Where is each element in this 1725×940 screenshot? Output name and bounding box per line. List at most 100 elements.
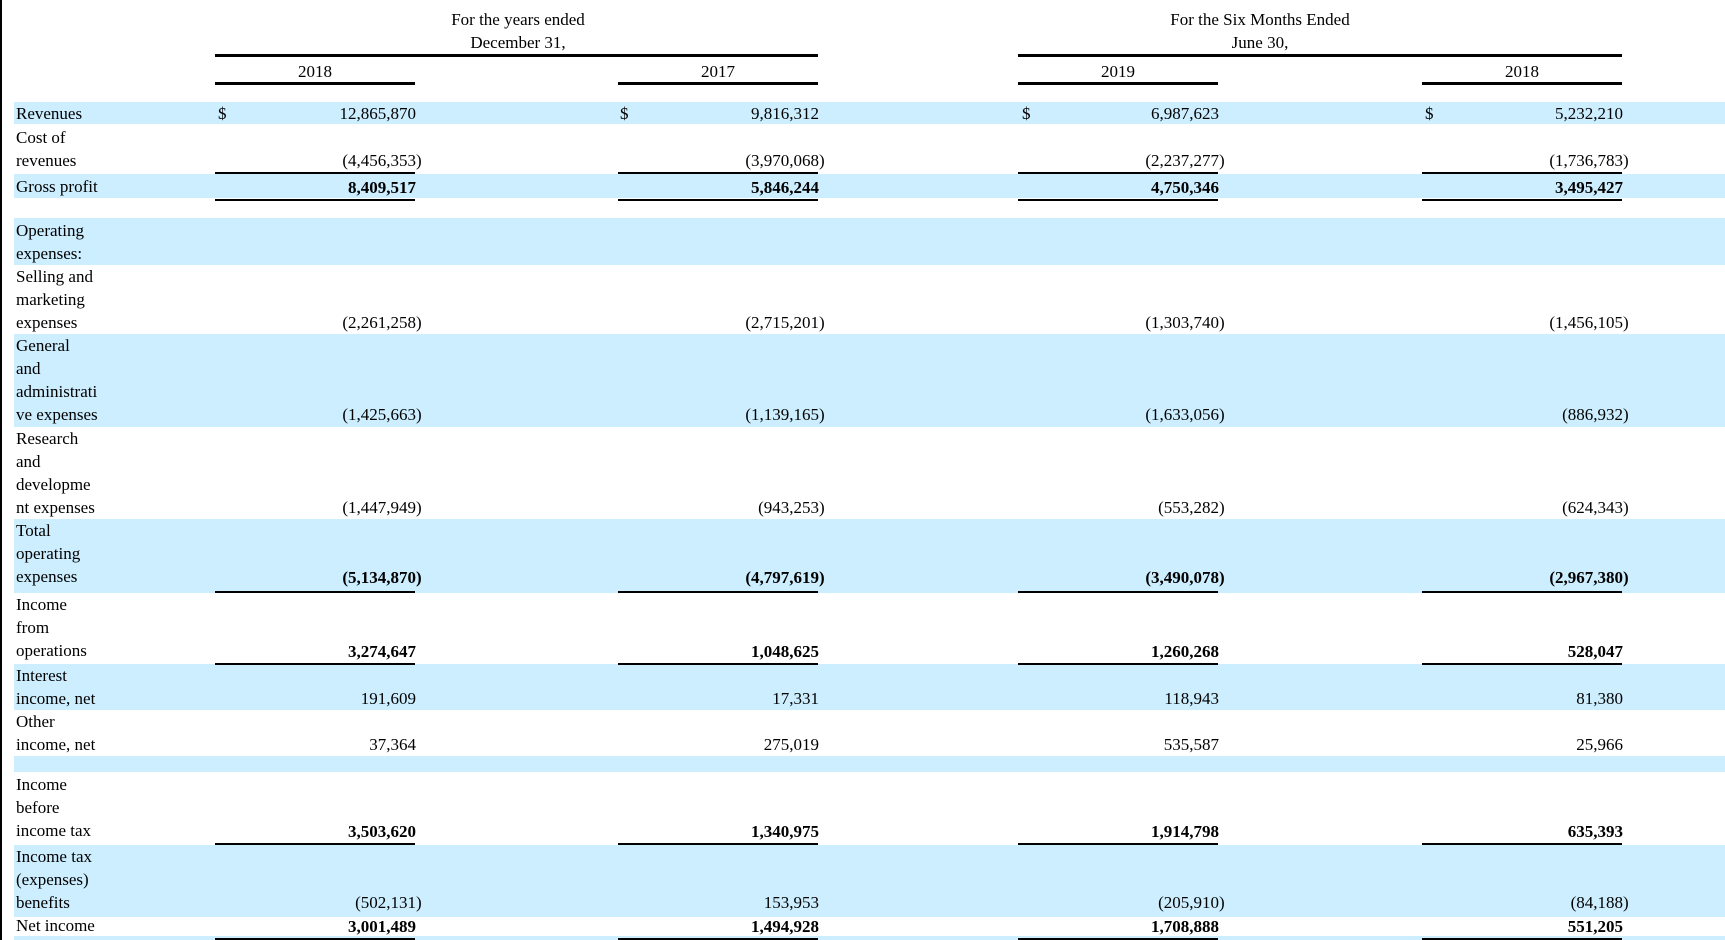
- rule-cost-col4: [1422, 172, 1622, 174]
- label-tax: Income tax (expenses) benefits: [16, 845, 136, 914]
- rule-cost-col1: [215, 172, 415, 174]
- year-col3: 2019: [1101, 62, 1135, 81]
- band-interest: [14, 664, 1725, 710]
- other-col3: 535,587: [1163, 735, 1219, 754]
- label-selling-line1: Selling and: [16, 267, 93, 286]
- tax-col3: (205,910): [1158, 893, 1225, 912]
- label-gross-profit: Gross profit: [16, 177, 98, 196]
- label-interest: Interest income, net: [16, 664, 136, 710]
- label-selling-line3: expenses: [16, 313, 78, 332]
- rule-total-col3: [1018, 591, 1218, 593]
- research-col1: (1,447,949): [342, 498, 422, 517]
- dollar-col3: $: [1022, 104, 1031, 123]
- rule-net-col2: [618, 938, 818, 940]
- label-other: Other income, net: [16, 710, 136, 756]
- total-col1: (5,134,870): [342, 568, 422, 587]
- label-general: General and administrati ve expenses: [16, 334, 136, 426]
- net-col3: 1,708,888: [1151, 917, 1219, 936]
- header-years-ended: For the years ended December 31,: [368, 8, 668, 54]
- cost-col4: (1,736,783): [1549, 151, 1629, 170]
- left-border-line: [0, 0, 2, 940]
- income-ops-col4: 528,047: [1567, 642, 1623, 661]
- band-tax: [14, 845, 1725, 917]
- year-col1: 2018: [298, 62, 332, 81]
- general-col2: (1,139,165): [745, 405, 825, 424]
- rule-gross-col4: [1422, 199, 1622, 201]
- before-tax-col4: 635,393: [1567, 822, 1623, 841]
- header-rule-group1: [215, 54, 818, 57]
- cost-col2: (3,970,068): [745, 151, 825, 170]
- net-col4: 551,205: [1567, 917, 1623, 936]
- tax-col2: 153,953: [763, 893, 819, 912]
- research-col4: (624,343): [1562, 498, 1629, 517]
- revenues-col1: 12,865,870: [339, 104, 417, 123]
- header-rule-group2: [1018, 54, 1622, 57]
- label-before-tax-line1: Income: [16, 775, 67, 794]
- other-col2: 275,019: [763, 735, 819, 754]
- rule-before-tax-col3: [1018, 843, 1218, 845]
- label-opex-line2: expenses:: [16, 244, 83, 263]
- label-tax-line2: (expenses): [16, 870, 89, 889]
- label-cost-line2: revenues: [16, 151, 77, 170]
- dollar-col1: $: [218, 104, 227, 123]
- before-tax-col1: 3,503,620: [348, 822, 416, 841]
- total-col2: (4,797,619): [745, 568, 825, 587]
- dollar-col4: $: [1425, 104, 1434, 123]
- label-income-ops-line3: operations: [16, 641, 87, 660]
- rule-total-col4: [1422, 591, 1622, 593]
- header-six-months: For the Six Months Ended June 30,: [1065, 8, 1455, 54]
- gross-col4: 3,495,427: [1555, 178, 1623, 197]
- interest-col1: 191,609: [360, 689, 416, 708]
- rule-total-col2: [618, 591, 818, 593]
- label-research-line4: nt expenses: [16, 498, 95, 517]
- band-gross-profit: [14, 174, 1725, 198]
- header-years-ended-line2: December 31,: [470, 33, 566, 52]
- band-spacer: [14, 756, 1725, 772]
- selling-col1: (2,261,258): [342, 313, 422, 332]
- label-cost-of-revenues: Cost of revenues: [16, 126, 136, 172]
- header-years-ended-line1: For the years ended: [451, 10, 585, 29]
- revenues-col3: 6,987,623: [1151, 104, 1219, 123]
- label-other-line1: Other: [16, 712, 55, 731]
- rule-total-col1: [215, 591, 415, 593]
- before-tax-col2: 1,340,975: [751, 822, 819, 841]
- label-research-line3: developme: [16, 475, 91, 494]
- revenues-col2: 9,816,312: [751, 104, 819, 123]
- cost-col3: (2,237,277): [1145, 151, 1225, 170]
- label-net-income: Net income: [16, 916, 95, 935]
- label-before-tax-line3: income tax: [16, 821, 92, 840]
- label-income-ops-line2: from: [16, 618, 50, 637]
- label-general-line4: ve expenses: [16, 405, 98, 424]
- label-general-line1: General: [16, 336, 70, 355]
- label-research-line1: Research: [16, 429, 79, 448]
- label-total-line3: expenses: [16, 567, 78, 586]
- rule-gross-col2: [618, 199, 818, 201]
- cost-col1: (4,456,353): [342, 151, 422, 170]
- selling-col4: (1,456,105): [1549, 313, 1629, 332]
- label-selling-line2: marketing: [16, 290, 85, 309]
- rule-gross-col1: [215, 199, 415, 201]
- interest-col3: 118,943: [1164, 689, 1219, 708]
- label-before-tax: Income before income tax: [16, 773, 136, 842]
- general-col4: (886,932): [1562, 405, 1629, 424]
- gross-col2: 5,846,244: [751, 178, 819, 197]
- label-tax-line3: benefits: [16, 893, 70, 912]
- label-total-line2: operating: [16, 544, 81, 563]
- year-rule-col2: [618, 82, 818, 85]
- rule-net-col4: [1422, 938, 1622, 940]
- band-total-opex: [14, 519, 1725, 593]
- label-selling: Selling and marketing expenses: [16, 265, 136, 334]
- interest-col4: 81,380: [1576, 689, 1623, 708]
- rule-income-ops-col3: [1018, 663, 1218, 665]
- research-col2: (943,253): [758, 498, 825, 517]
- year-rule-col1: [215, 82, 415, 85]
- label-research-line2: and: [16, 452, 41, 471]
- label-general-line2: and: [16, 359, 41, 378]
- rule-before-tax-col2: [618, 843, 818, 845]
- before-tax-col3: 1,914,798: [1151, 822, 1219, 841]
- rule-before-tax-col4: [1422, 843, 1622, 845]
- rule-net-col1: [215, 938, 415, 940]
- rule-net-col3: [1018, 938, 1218, 940]
- label-research: Research and developme nt expenses: [16, 427, 136, 519]
- income-ops-col1: 3,274,647: [348, 642, 416, 661]
